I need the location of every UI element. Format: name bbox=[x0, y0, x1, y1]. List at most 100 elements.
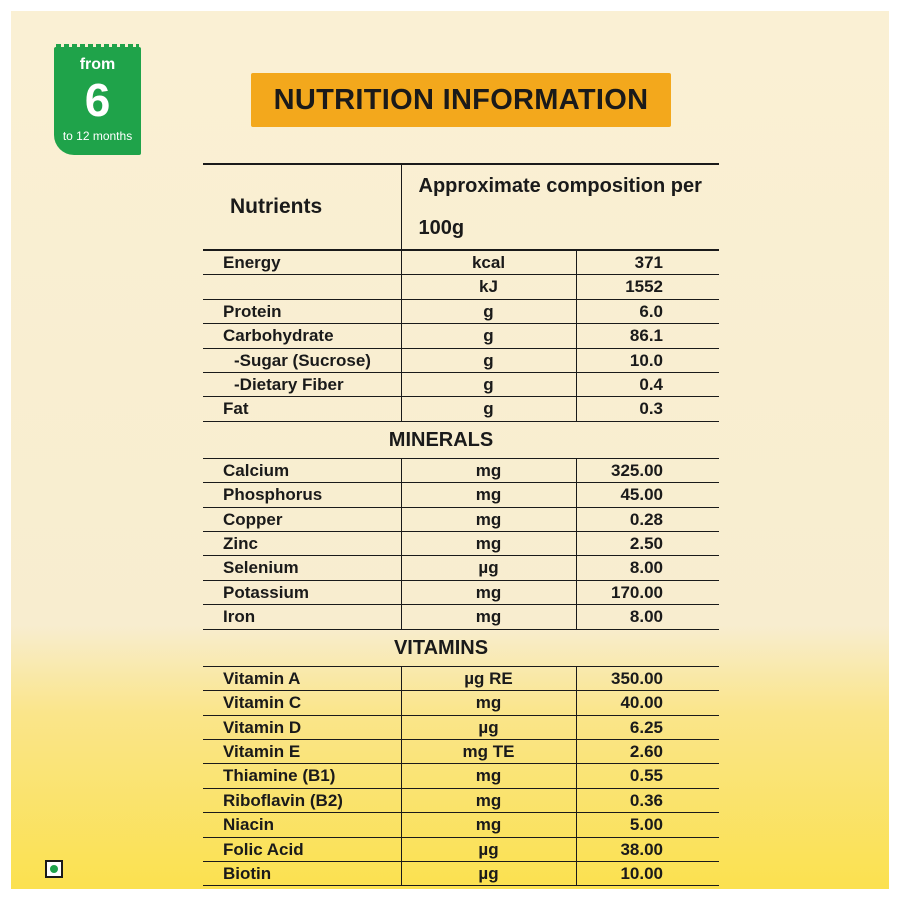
table-row: Copper mg 0.28 bbox=[203, 507, 720, 533]
nutrient-unit: g bbox=[400, 299, 576, 325]
nutrient-name: Vitamin D bbox=[203, 715, 401, 740]
nutrient-value: 8.00 bbox=[575, 555, 720, 581]
nutrient-value: 6.25 bbox=[575, 715, 720, 740]
nutrient-unit: mg bbox=[400, 458, 576, 484]
nutrient-unit: g bbox=[400, 372, 576, 398]
table-row: Iron mg 8.00 bbox=[203, 604, 720, 630]
table-row: Carbohydrate g 86.1 bbox=[203, 323, 720, 349]
nutrient-value: 0.55 bbox=[575, 763, 720, 789]
nutrient-value: 0.36 bbox=[575, 788, 720, 814]
nutrient-name: Vitamin C bbox=[203, 690, 401, 716]
table-row: Selenium µg 8.00 bbox=[203, 555, 720, 581]
nutrient-value: 350.00 bbox=[575, 666, 720, 692]
nutrition-table: Nutrients Approximate composition per 10… bbox=[203, 163, 720, 887]
nutrient-name: Carbohydrate bbox=[203, 323, 401, 349]
minerals-section-row: MINERALS bbox=[203, 421, 720, 459]
header-nutrients: Nutrients bbox=[203, 163, 402, 251]
nutrient-unit: µg bbox=[400, 555, 576, 581]
nutrient-value: 10.0 bbox=[575, 348, 720, 374]
nutrient-unit: mg bbox=[400, 482, 576, 508]
veg-symbol-icon bbox=[45, 860, 63, 878]
page-title: NUTRITION INFORMATION bbox=[273, 83, 649, 116]
table-row: -Sugar (Sucrose) g 10.0 bbox=[203, 348, 720, 374]
table-row: Thiamine (B1) mg 0.55 bbox=[203, 763, 720, 789]
nutrient-unit: g bbox=[400, 396, 576, 422]
nutrient-name: Iron bbox=[203, 604, 401, 630]
vitamins-section-row: VITAMINS bbox=[203, 629, 720, 667]
nutrient-name: Energy bbox=[203, 250, 401, 276]
nutrient-name bbox=[203, 274, 401, 300]
nutrient-name: Niacin bbox=[203, 812, 401, 838]
table-row: Folic Acid µg 38.00 bbox=[203, 837, 720, 862]
nutrient-name: -Dietary Fiber bbox=[203, 372, 401, 398]
table-row: kJ 1552 bbox=[203, 274, 720, 300]
minerals-section-title: MINERALS bbox=[203, 421, 720, 459]
title-bar: NUTRITION INFORMATION bbox=[251, 73, 671, 127]
badge-number: 6 bbox=[84, 74, 111, 126]
nutrient-unit: g bbox=[400, 323, 576, 349]
nutrient-name: Folic Acid bbox=[203, 837, 401, 862]
nutrient-unit: mg bbox=[400, 788, 576, 814]
nutrient-name: Protein bbox=[203, 299, 401, 325]
nutrient-value: 0.4 bbox=[575, 372, 720, 398]
nutrient-unit: kJ bbox=[400, 274, 576, 300]
nutrient-unit: mg bbox=[400, 812, 576, 838]
nutrient-unit: mg bbox=[400, 604, 576, 630]
nutrient-value: 38.00 bbox=[575, 837, 720, 862]
table-row: Fat g 0.3 bbox=[203, 396, 720, 422]
table-row: Calcium mg 325.00 bbox=[203, 458, 720, 484]
nutrient-value: 1552 bbox=[575, 274, 720, 300]
nutrient-value: 8.00 bbox=[575, 604, 720, 630]
table-row: Potassium mg 170.00 bbox=[203, 580, 720, 606]
nutrient-unit: mg bbox=[400, 580, 576, 606]
badge-range: to 12 months bbox=[62, 129, 133, 143]
nutrient-name: Vitamin E bbox=[203, 739, 401, 765]
table-row: Biotin µg 10.00 bbox=[203, 861, 720, 887]
nutrient-unit: mg bbox=[400, 531, 576, 557]
nutrition-panel: from 6 to 12 months NUTRITION INFORMATIO… bbox=[11, 11, 889, 889]
nutrient-value: 170.00 bbox=[575, 580, 720, 606]
nutrient-value: 45.00 bbox=[575, 482, 720, 508]
nutrient-name: Biotin bbox=[203, 861, 401, 887]
table-row: Phosphorus mg 45.00 bbox=[203, 482, 720, 508]
nutrient-unit: g bbox=[400, 348, 576, 374]
nutrient-name: Riboflavin (B2) bbox=[203, 788, 401, 814]
veg-dot bbox=[50, 865, 58, 873]
nutrient-value: 371 bbox=[575, 250, 720, 276]
nutrient-unit: µg bbox=[400, 861, 576, 887]
nutrient-value: 325.00 bbox=[575, 458, 720, 484]
nutrient-unit: µg bbox=[400, 715, 576, 740]
nutrient-name: Thiamine (B1) bbox=[203, 763, 401, 789]
nutrient-name: -Sugar (Sucrose) bbox=[203, 348, 401, 374]
nutrient-name: Selenium bbox=[203, 555, 401, 581]
nutrient-unit: mg bbox=[400, 507, 576, 533]
nutrient-value: 86.1 bbox=[575, 323, 720, 349]
nutrient-value: 2.60 bbox=[575, 739, 720, 765]
header-composition: Approximate composition per 100g bbox=[401, 163, 720, 251]
age-badge: from 6 to 12 months bbox=[54, 47, 141, 155]
nutrient-value: 10.00 bbox=[575, 861, 720, 887]
table-row: Energy kcal 371 bbox=[203, 250, 720, 276]
nutrient-value: 0.3 bbox=[575, 396, 720, 422]
nutrient-value: 40.00 bbox=[575, 690, 720, 716]
nutrient-value: 0.28 bbox=[575, 507, 720, 533]
table-row: Protein g 6.0 bbox=[203, 299, 720, 325]
nutrient-name: Potassium bbox=[203, 580, 401, 606]
table-row: Zinc mg 2.50 bbox=[203, 531, 720, 557]
nutrient-name: Calcium bbox=[203, 458, 401, 484]
table-header-row: Nutrients Approximate composition per 10… bbox=[203, 163, 720, 251]
nutrient-name: Phosphorus bbox=[203, 482, 401, 508]
badge-from: from bbox=[79, 56, 116, 73]
nutrient-name: Vitamin A bbox=[203, 666, 401, 692]
vitamins-section-title: VITAMINS bbox=[203, 629, 720, 667]
nutrient-value: 6.0 bbox=[575, 299, 720, 325]
nutrient-value: 5.00 bbox=[575, 812, 720, 838]
table-row: Riboflavin (B2) mg 0.36 bbox=[203, 788, 720, 814]
table-row: -Dietary Fiber g 0.4 bbox=[203, 372, 720, 398]
nutrient-unit: µg bbox=[400, 837, 576, 862]
nutrient-unit: mg TE bbox=[400, 739, 576, 765]
nutrient-name: Copper bbox=[203, 507, 401, 533]
